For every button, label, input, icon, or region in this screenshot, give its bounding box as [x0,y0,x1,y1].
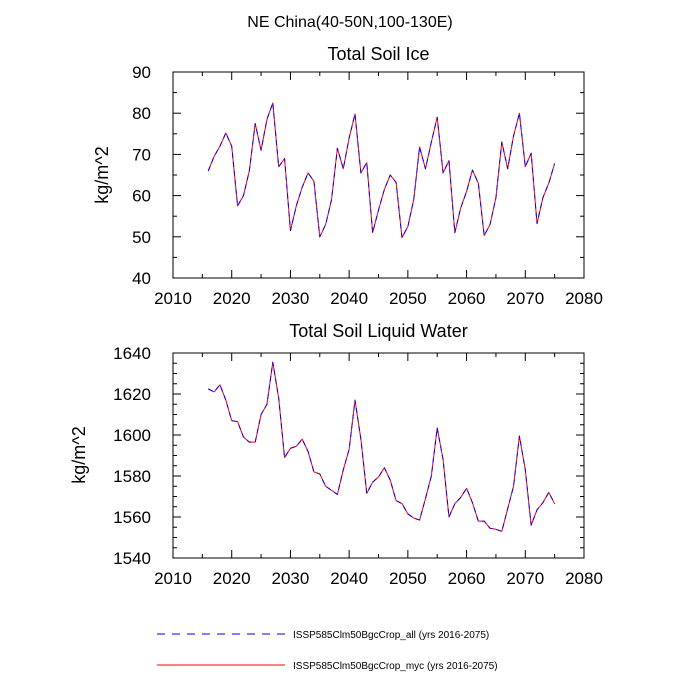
x-tick-label: 2080 [565,289,603,308]
x-tick-label: 2030 [272,569,310,588]
x-tick-label: 2030 [272,289,310,308]
y-tick-label: 1540 [113,549,151,568]
series-line-all [207,361,556,532]
y-tick-label: 50 [132,228,151,247]
x-tick-label: 2020 [213,289,251,308]
x-tick-label: 2060 [448,289,486,308]
chart-title: Total Soil Ice [327,44,429,64]
panel-total-soil-liquid-water: Total Soil Liquid Water kg/m^2 2010 2020 2… [69,321,603,588]
y-tick-label: 60 [132,187,151,206]
x-tick-label: 2040 [330,569,368,588]
y-tick-label: 70 [132,145,151,164]
x-tick-label: 2040 [330,289,368,308]
x-tick-label: 2070 [506,289,544,308]
series-line-myc [207,102,556,239]
y-tick-label: 1620 [113,385,151,404]
chart-title: Total Soil Liquid Water [289,321,467,341]
x-tick-label: 2050 [389,289,427,308]
y-tick-label: 40 [132,269,151,288]
y-tick-label: 1640 [113,344,151,363]
x-tick-label: 2070 [506,569,544,588]
x-tick-label: 2060 [448,569,486,588]
y-axis-label: kg/m^2 [69,426,89,483]
plot-area: 2010 2020 2030 2040 2050 2060 2070 2080 40 50 60 70… [132,63,603,308]
y-axis-label: kg/m^2 [92,146,112,203]
series-line-all [207,102,556,239]
legend-label-all: ISSP585Clm50BgcCrop_all (yrs 2016-2075) [293,630,489,641]
x-tick-label: 2010 [154,569,192,588]
y-tick-label: 1600 [113,426,151,445]
legend-label-myc: ISSP585Clm50BgcCrop_myc (yrs 2016-2075) [293,661,498,672]
y-tick-label: 1560 [113,508,151,527]
series-line-myc [207,361,556,532]
legend: ISSP585Clm50BgcCrop_all (yrs 2016-2075) … [157,630,498,672]
x-tick-label: 2080 [565,569,603,588]
y-tick-label: 80 [132,104,151,123]
y-tick-label: 90 [132,63,151,82]
x-tick-label: 2020 [213,569,251,588]
figure-suptitle: NE China(40-50N,100-130E) [247,14,452,31]
plot-area: 2010 2020 2030 2040 2050 2060 2070 2080 1540 1560… [113,344,603,588]
x-tick-label: 2010 [154,289,192,308]
y-tick-label: 1580 [113,467,151,486]
x-tick-label: 2050 [389,569,427,588]
panel-total-soil-ice: Total Soil Ice kg/m^2 2010 2020 2030 2040 20… [92,44,603,308]
